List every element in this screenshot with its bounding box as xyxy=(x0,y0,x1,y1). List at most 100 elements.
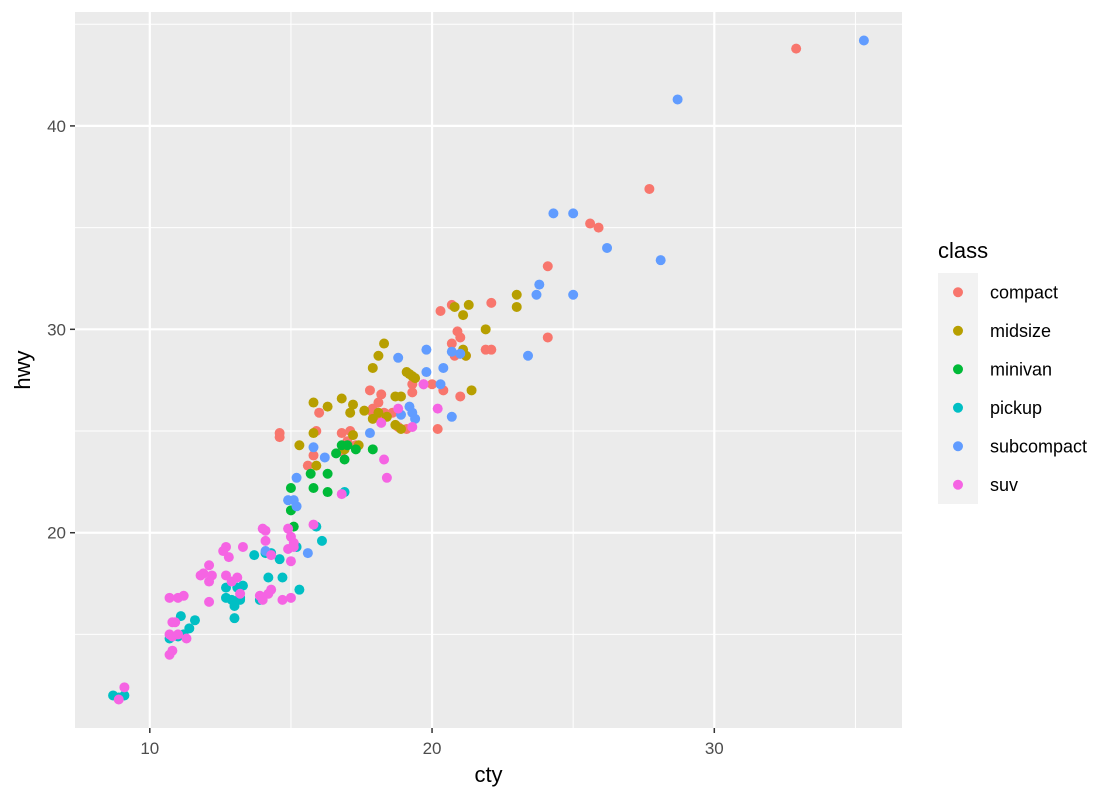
point-compact xyxy=(542,261,553,272)
point-midsize xyxy=(348,430,359,441)
point-midsize xyxy=(322,401,333,412)
legend: class compact midsize minivan pickup subcomp… xyxy=(938,238,1087,504)
point-subcompact xyxy=(319,452,330,463)
point-midsize xyxy=(511,301,522,312)
point-suv xyxy=(260,525,271,536)
point-suv xyxy=(260,535,271,546)
point-pickup xyxy=(249,550,260,561)
point-midsize xyxy=(294,440,305,451)
point-pickup xyxy=(229,613,240,624)
point-subcompact xyxy=(531,289,542,300)
point-compact xyxy=(435,306,446,317)
point-suv xyxy=(257,594,268,605)
point-subcompact xyxy=(568,289,579,300)
point-suv xyxy=(195,570,206,581)
point-pickup xyxy=(277,572,288,583)
point-midsize xyxy=(458,310,469,321)
point-pickup xyxy=(294,584,305,595)
point-minivan xyxy=(305,468,316,479)
point-midsize xyxy=(449,301,460,312)
point-compact xyxy=(644,183,655,194)
point-midsize xyxy=(396,391,407,402)
y-axis: 20 30 40 xyxy=(47,117,75,543)
point-suv xyxy=(283,523,294,534)
point-suv xyxy=(170,617,181,628)
point-compact xyxy=(486,297,497,308)
point-suv xyxy=(113,694,124,705)
point-subcompact xyxy=(858,35,869,46)
point-subcompact xyxy=(291,472,302,483)
y-tick-label: 40 xyxy=(47,117,66,136)
point-suv xyxy=(285,556,296,567)
point-pickup xyxy=(274,554,285,565)
point-subcompact xyxy=(568,208,579,219)
point-compact xyxy=(274,432,285,443)
point-midsize xyxy=(480,324,491,335)
point-subcompact xyxy=(364,428,375,439)
legend-label-minivan: minivan xyxy=(990,359,1052,379)
point-subcompact xyxy=(421,367,432,378)
point-suv xyxy=(381,472,392,483)
point-subcompact xyxy=(393,352,404,363)
legend-items: compact midsize minivan pickup subcompact suv xyxy=(938,273,1087,504)
point-subcompact xyxy=(655,255,666,266)
point-subcompact xyxy=(523,350,534,361)
legend-key-minivan xyxy=(953,364,963,375)
x-tick-label: 30 xyxy=(705,739,724,758)
point-compact xyxy=(791,43,802,54)
point-pickup xyxy=(237,580,248,591)
point-subcompact xyxy=(291,501,302,512)
point-minivan xyxy=(322,487,333,498)
point-suv xyxy=(164,592,175,603)
legend-title: class xyxy=(938,238,988,263)
point-suv xyxy=(204,576,215,587)
point-compact xyxy=(427,379,438,390)
point-compact xyxy=(542,332,553,343)
point-compact xyxy=(302,460,313,471)
point-suv xyxy=(223,552,234,563)
point-compact xyxy=(314,407,325,418)
point-suv xyxy=(266,550,277,561)
point-suv xyxy=(285,592,296,603)
point-minivan xyxy=(339,454,350,465)
point-subcompact xyxy=(672,94,683,105)
y-axis-title: hwy xyxy=(10,350,35,389)
legend-label-suv: suv xyxy=(990,475,1018,495)
point-subcompact xyxy=(534,279,545,290)
point-compact xyxy=(432,423,443,434)
point-suv xyxy=(237,541,248,552)
point-compact xyxy=(446,338,457,349)
point-suv xyxy=(181,633,192,644)
point-midsize xyxy=(466,385,477,396)
point-suv xyxy=(432,403,443,414)
point-subcompact xyxy=(435,379,446,390)
legend-label-subcompact: subcompact xyxy=(990,436,1087,456)
point-subcompact xyxy=(446,346,457,357)
legend-label-compact: compact xyxy=(990,282,1058,302)
x-tick-label: 10 xyxy=(140,739,159,758)
legend-key-midsize xyxy=(953,325,963,336)
point-midsize xyxy=(410,373,421,384)
point-midsize xyxy=(463,299,474,310)
point-suv xyxy=(407,421,418,432)
point-suv xyxy=(376,417,387,428)
y-tick-label: 30 xyxy=(47,320,66,339)
point-midsize xyxy=(367,413,378,424)
legend-label-pickup: pickup xyxy=(990,398,1042,418)
point-suv xyxy=(288,541,299,552)
legend-key-compact xyxy=(953,287,963,298)
point-suv xyxy=(418,379,429,390)
point-compact xyxy=(308,450,319,461)
x-axis-title: cty xyxy=(474,762,502,787)
point-subcompact xyxy=(602,242,613,253)
point-suv xyxy=(178,590,189,601)
point-subcompact xyxy=(410,413,421,424)
legend-key-background xyxy=(938,273,978,504)
point-suv xyxy=(119,682,130,693)
legend-key-suv xyxy=(953,479,963,490)
point-suv xyxy=(204,596,215,607)
point-pickup xyxy=(316,535,327,546)
point-midsize xyxy=(308,428,319,439)
